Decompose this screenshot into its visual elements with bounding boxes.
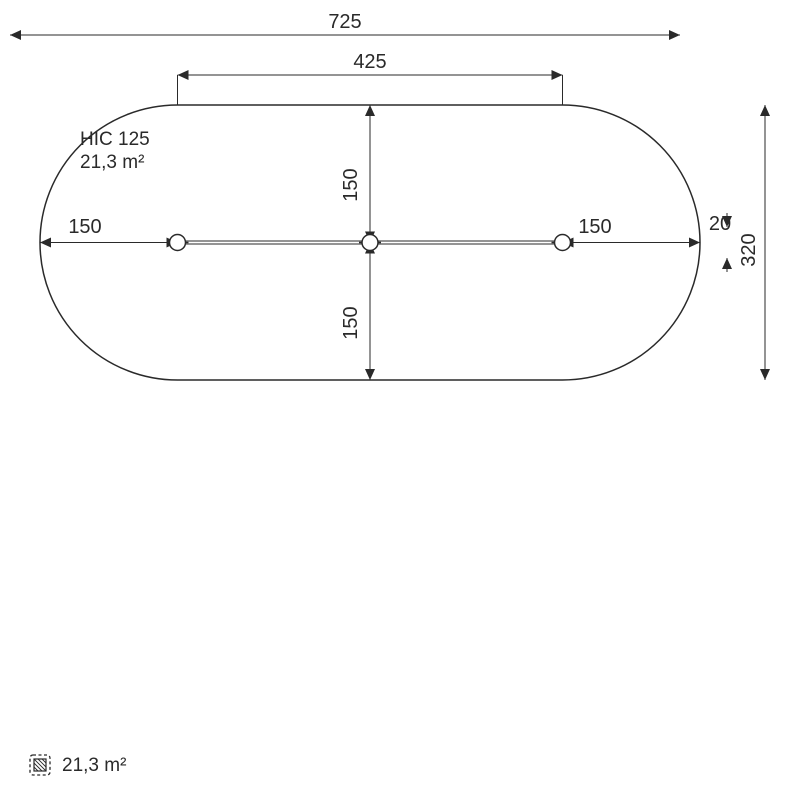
- post-node-0: [170, 235, 186, 251]
- svg-text:HIC 125: HIC 125: [80, 129, 150, 150]
- post-node-2: [555, 235, 571, 251]
- legend-area-icon: [30, 755, 50, 775]
- svg-text:21,3 m²: 21,3 m²: [62, 755, 126, 776]
- svg-text:320: 320: [738, 233, 760, 266]
- svg-text:725: 725: [328, 11, 361, 33]
- technical-drawing: 72542532020150150150150HIC 12521,3 m²21,…: [0, 0, 800, 800]
- post-node-1: [362, 235, 378, 251]
- svg-text:150: 150: [578, 216, 611, 238]
- svg-text:20: 20: [709, 213, 731, 235]
- svg-text:150: 150: [340, 168, 362, 201]
- svg-text:150: 150: [68, 216, 101, 238]
- svg-text:21,3 m²: 21,3 m²: [80, 152, 144, 173]
- svg-text:150: 150: [340, 306, 362, 339]
- svg-text:425: 425: [353, 51, 386, 73]
